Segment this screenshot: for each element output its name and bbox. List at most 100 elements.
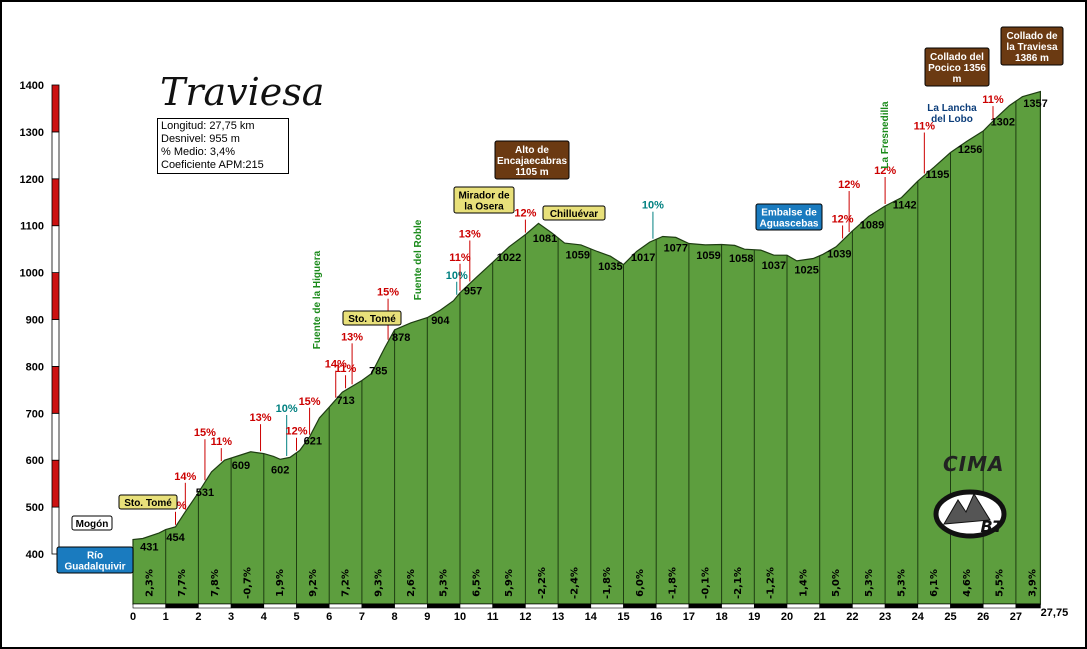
place-label-text: Chilluévar (550, 209, 598, 220)
place-label-text: Aguascebas (760, 219, 819, 230)
km-strip-block (328, 603, 363, 609)
x-tick-label: 12 (519, 611, 531, 623)
y-tick-label: 800 (26, 361, 44, 373)
place-label-text: la Osera (464, 202, 504, 213)
bt-logo-text: BT (980, 517, 1004, 536)
ramp-label: 12% (874, 165, 896, 177)
elevation-label: 713 (336, 395, 354, 407)
x-tick-label: 14 (585, 611, 598, 623)
segment-gradient-label: 3,9% (1027, 569, 1038, 597)
segment-gradient-label: 5,0% (831, 569, 842, 597)
segment-gradient-label: -2,4% (569, 567, 580, 599)
elevation-label: 785 (369, 366, 387, 378)
elevation-label: 1302 (991, 117, 1015, 129)
segment-gradient-label: -1,2% (766, 567, 777, 599)
elevation-label: 454 (166, 532, 185, 544)
segment-gradient-label: 4,6% (962, 569, 973, 597)
elevation-label: 1142 (893, 199, 917, 211)
place-label-box (494, 140, 570, 180)
segment-gradient-label: 9,2% (308, 569, 319, 597)
segment-gradient-label: 5,5% (995, 569, 1006, 597)
elevation-label: 531 (196, 487, 214, 499)
ramp-label: 12% (514, 208, 536, 220)
x-tick-label: 21 (814, 611, 826, 623)
elevation-label: 878 (392, 332, 410, 344)
segment-gradient-label: 7,7% (177, 569, 188, 597)
place-label-vertical: Fuente del Roble (413, 219, 424, 300)
segment-gradient-label: 1,9% (275, 569, 286, 597)
segment-gradient-label: 5,3% (439, 569, 450, 597)
km-strip-block (590, 603, 624, 609)
x-tick-label: 13 (552, 611, 564, 623)
altitude-scale-block (51, 131, 60, 180)
ramp-label: 12% (285, 426, 307, 438)
segment-gradient-label: 6,1% (929, 569, 940, 597)
y-tick-label: 1400 (20, 80, 44, 92)
place-label-text: Embalse de (761, 208, 817, 219)
bt-logo-mountain (943, 492, 991, 525)
km-strip-block (132, 603, 167, 609)
place-label-text: Guadalquivir (64, 562, 125, 573)
place-label-text: La Lancha (927, 103, 977, 114)
km-strip-block (198, 603, 232, 609)
y-tick-label: 1200 (20, 174, 44, 186)
ramp-label: 12% (832, 213, 854, 225)
ramp-label: 11% (982, 94, 1004, 106)
stat-longitud: Longitud: 27,75 km (161, 120, 255, 132)
km-strip-block (296, 603, 330, 609)
ramp-label: 10% (276, 403, 298, 415)
km-strip-block (982, 603, 1017, 609)
segment-gradient-label: 5,3% (864, 569, 875, 597)
elevation-label: 1059 (565, 250, 589, 262)
place-label-vertical: La Fresnedilla (880, 101, 891, 169)
elevation-label: 609 (232, 460, 250, 472)
altitude-scale-block (51, 272, 60, 320)
km-strip-block (426, 603, 461, 609)
x-tick-label: 7 (359, 611, 365, 623)
elevation-label: 1022 (497, 252, 521, 264)
elevation-label: 602 (271, 464, 289, 476)
y-tick-label: 1300 (20, 127, 44, 139)
km-strip-block (557, 603, 592, 609)
stat-apm: Coeficiente APM:215 (161, 159, 264, 171)
segment-gradient-label: 7,2% (341, 569, 352, 597)
place-label-box (453, 186, 515, 214)
y-tick-label: 600 (26, 455, 44, 467)
x-tick-label: 5 (293, 611, 299, 623)
km-strip-block (753, 603, 788, 609)
segment-gradient-label: 7,8% (210, 569, 221, 597)
elevation-label: 1256 (958, 144, 982, 156)
x-tick-label: 18 (715, 611, 727, 623)
place-label-text: Sto. Tomé (124, 498, 172, 509)
elevation-label: 1058 (729, 253, 753, 265)
elevation-label: 1089 (860, 219, 884, 231)
km-strip-block (819, 603, 853, 609)
segment-gradient-label: 1,4% (798, 569, 809, 597)
segment-gradient-label: 9,3% (373, 569, 384, 597)
segment-gradient-label: 6,0% (635, 569, 646, 597)
x-tick-label: 6 (326, 611, 332, 623)
segment-gradient-label: -1,8% (668, 567, 679, 599)
km-strip-block (655, 603, 690, 609)
place-label-text: 1105 m (515, 167, 548, 178)
elevation-label: 621 (304, 435, 322, 447)
segment-gradient-label: -0,7% (242, 567, 253, 599)
x-tick-label: 10 (454, 611, 466, 623)
place-label-text: Río (87, 551, 103, 562)
altitude-scale-block (51, 84, 60, 133)
elevation-label: 1081 (533, 233, 557, 245)
y-tick-label: 1000 (20, 268, 44, 280)
segment-gradient-label: 5,3% (896, 569, 907, 597)
place-label-text: Mogón (76, 519, 109, 530)
x-tick-label: 1 (163, 611, 169, 623)
stat-medio: % Medio: 3,4% (161, 146, 235, 158)
km-strip-block (394, 603, 428, 609)
km-strip-block (230, 603, 265, 609)
x-tick-label: 8 (392, 611, 398, 623)
place-label-text: Pocico 1356 (928, 63, 986, 74)
segment-gradient-label: 2,3% (144, 569, 155, 597)
x-tick-label: 27 (1010, 611, 1022, 623)
x-tick-label: 4 (261, 611, 268, 623)
